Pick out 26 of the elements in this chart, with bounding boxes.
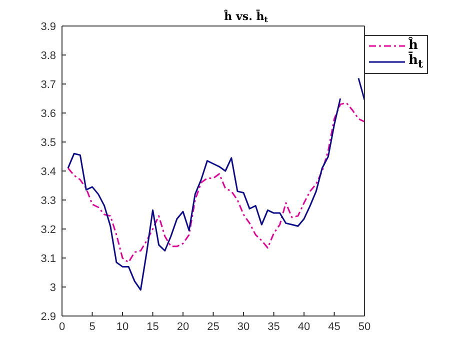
x-tick-label: 30: [237, 320, 250, 333]
legend-label: ĥ: [408, 38, 418, 53]
line-series: [67, 102, 365, 264]
x-tick-label: 15: [146, 320, 159, 333]
y-tick-label: 3.9: [40, 20, 56, 33]
y-tick-label: 3.2: [40, 224, 56, 236]
y-tick-label: 3.3: [40, 194, 56, 207]
y-tick-label: 3.6: [40, 108, 56, 120]
legend-label: h̄$_{t}$: [408, 53, 423, 71]
y-tick-label: 3.7: [40, 78, 56, 91]
x-tick-label: 20: [176, 320, 190, 333]
y-tick-label: 3: [50, 282, 56, 294]
x-tick-label: 10: [116, 320, 129, 333]
y-tick-label: 2.9: [40, 310, 56, 323]
x-tick-label: 40: [298, 320, 310, 333]
y-tick-label: 3.5: [40, 136, 56, 149]
y-tick-label: 3.4: [40, 166, 56, 178]
x-tick-label: 0: [58, 320, 66, 333]
x-tick-label: 50: [358, 320, 371, 333]
chart-title: ĥ vs. h̄$_{t}$: [223, 8, 268, 24]
y-tick-label: 3.1: [40, 252, 56, 265]
x-tick-label: 45: [328, 320, 340, 333]
y-tick-label: 3.8: [40, 50, 56, 62]
x-tick-label: 25: [207, 320, 220, 333]
x-tick-label: 5: [89, 320, 96, 333]
x-tick-label: 35: [268, 320, 280, 333]
